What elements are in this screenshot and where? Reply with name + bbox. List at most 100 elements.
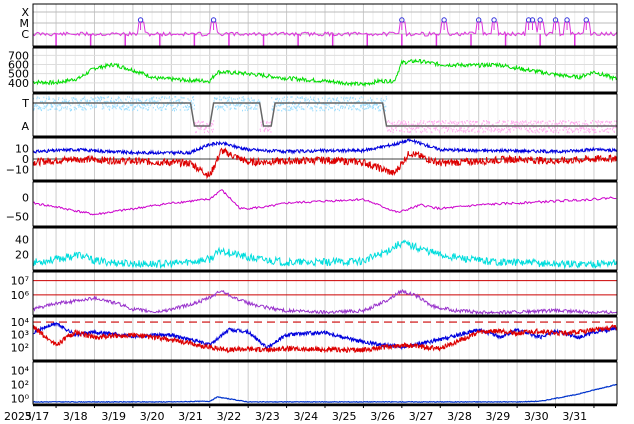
polarity-dot [93, 105, 95, 108]
polarity-dot [80, 105, 82, 108]
polarity-dot [202, 124, 204, 126]
polarity-dot [541, 129, 543, 131]
polarity-dot [600, 123, 602, 125]
polarity-dot [150, 97, 152, 99]
polarity-dot [298, 103, 300, 105]
polarity-dot [190, 101, 192, 103]
polarity-dot [417, 127, 419, 129]
polarity-dot [489, 121, 491, 123]
polarity-dot [432, 123, 434, 125]
polarity-dot [54, 108, 56, 110]
polarity-dot [338, 103, 340, 105]
polarity-dot [180, 96, 182, 99]
polarity-dot [181, 97, 183, 99]
polarity-dot [36, 97, 38, 100]
polarity-dot [597, 123, 599, 126]
label-layer: XMC700600500400TA100−100−50402010⁷10⁶10⁴… [6, 6, 587, 423]
polarity-dot [412, 123, 414, 126]
polarity-dot [454, 131, 456, 133]
polarity-dot [437, 121, 439, 123]
polarity-dot [452, 121, 454, 123]
polarity-dot [551, 124, 553, 126]
xtick-3/23: 3/23 [255, 410, 280, 423]
polarity-dot [291, 106, 293, 109]
polarity-dot [53, 103, 55, 105]
polarity-dot [112, 104, 114, 107]
polarity-dot [98, 96, 100, 99]
polarity-dot [150, 103, 152, 105]
polarity-dot [361, 104, 363, 106]
polarity-dot [439, 131, 441, 134]
polarity-dot [260, 130, 262, 132]
xtick-3/17: 3/17 [24, 410, 49, 423]
polarity-dot [212, 131, 214, 133]
polarity-dot [81, 99, 83, 102]
polarity-dot [362, 96, 364, 99]
polarity-dot [545, 130, 547, 133]
polarity-dot [118, 96, 120, 99]
polarity-dot [484, 131, 486, 133]
polarity-dot [590, 122, 592, 124]
polarity-dot [392, 131, 394, 134]
polarity-dot [463, 127, 465, 130]
polarity-dot [540, 126, 542, 129]
polarity-dot [196, 121, 198, 124]
polarity-dot [548, 120, 550, 122]
polarity-dot [130, 99, 132, 102]
polarity-dot [149, 104, 151, 107]
polarity-dot [177, 104, 179, 106]
polarity-dot [539, 128, 541, 131]
polarity-dot [422, 130, 424, 133]
xtick-3/22: 3/22 [217, 410, 242, 423]
polarity-dot [442, 126, 444, 129]
polarity-dot [458, 129, 460, 132]
polarity-dot [176, 99, 178, 102]
polarity-dot [457, 129, 459, 132]
polarity-dot [573, 130, 575, 132]
xtick-3/18: 3/18 [63, 410, 88, 423]
polarity-dot [585, 131, 587, 133]
polarity-dot [129, 104, 131, 106]
polarity-dot [459, 127, 461, 129]
polarity-dot [608, 128, 610, 130]
polarity-dot [376, 103, 378, 106]
polarity-dot [242, 109, 244, 112]
polarity-dot [391, 122, 393, 124]
polarity-dot [206, 123, 208, 125]
polarity-dot [85, 100, 87, 102]
polarity-dot [513, 129, 515, 131]
polarity-dot [275, 105, 277, 108]
polarity-dot [368, 104, 370, 106]
polarity-dot [172, 107, 174, 110]
polarity-dot [132, 107, 134, 110]
polarity-dot [306, 103, 308, 105]
polarity-dot [533, 120, 535, 123]
polarity-dot [301, 96, 303, 98]
polarity-dot [230, 103, 232, 106]
polarity-dot [55, 104, 57, 106]
polarity-dot [237, 104, 239, 106]
polarity-dot [148, 99, 150, 102]
polarity-dot [376, 97, 378, 100]
polarity-dot [216, 97, 218, 100]
polarity-dot [142, 104, 144, 106]
polarity-dot [589, 130, 591, 133]
polarity-dot [248, 97, 250, 100]
polarity-dot [601, 126, 603, 128]
polarity-dot [474, 131, 476, 134]
polarity-dot [369, 106, 371, 108]
polarity-dot [536, 128, 538, 131]
polarity-dot [308, 100, 310, 102]
polarity-dot [317, 103, 319, 105]
polarity-dot [537, 120, 539, 123]
polarity-dot [158, 107, 160, 110]
polarity-dot [336, 98, 338, 100]
polarity-dot [525, 121, 527, 123]
polarity-dot [542, 130, 544, 132]
series-imf-0 [32, 137, 618, 156]
polarity-dot [398, 123, 400, 126]
polarity-dot [418, 123, 420, 125]
polarity-dot [408, 123, 410, 126]
polarity-dot [419, 121, 421, 124]
polarity-dot [527, 123, 529, 126]
